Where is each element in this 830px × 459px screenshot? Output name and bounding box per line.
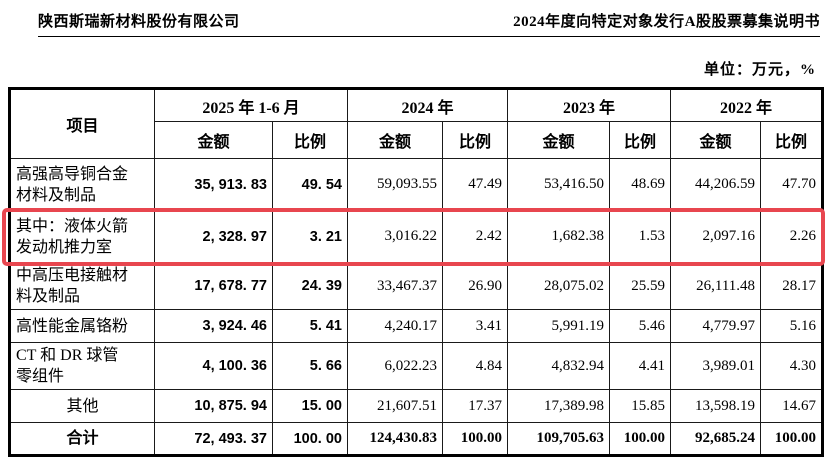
cell-ratio: 4.84 [441, 342, 509, 390]
cell-amount: 28,075.02 [507, 262, 611, 310]
cell-ratio: 1.53 [609, 210, 672, 263]
cell-amount: 5,991.19 [507, 309, 611, 343]
cell-amount: 3, 924. 46 [154, 309, 273, 343]
cell-ratio: 4.41 [609, 342, 672, 390]
col-header-2024: 2024 年 [346, 88, 509, 122]
table-row-total: 合计 72, 493. 37 100. 00 124,430.83 100.00… [9, 422, 824, 456]
cell-amount: 4,832.94 [507, 342, 611, 390]
cell-amount: 124,430.83 [347, 422, 443, 456]
cell-amount: 33,467.37 [347, 262, 443, 310]
cell-amount: 13,598.19 [670, 389, 762, 423]
subheader-ratio-2022: 比例 [760, 121, 824, 159]
cell-amount: 4,779.97 [670, 309, 762, 343]
subheader-ratio-2025: 比例 [272, 121, 348, 159]
cell-ratio: 49. 54 [272, 158, 348, 211]
cell-amount: 21,607.51 [347, 389, 443, 423]
subheader-ratio-2023: 比例 [609, 121, 672, 159]
cell-amount: 1,682.38 [507, 210, 611, 263]
subheader-amount-2025: 金额 [154, 121, 273, 159]
subheader-amount-2023: 金额 [507, 121, 611, 159]
cell-ratio: 100. 00 [272, 422, 348, 456]
cell-amount: 72, 493. 37 [154, 422, 273, 456]
cell-ratio: 24. 39 [272, 262, 348, 310]
cell-amount: 59,093.55 [347, 158, 443, 211]
cell-item: 合计 [9, 422, 155, 456]
header-row-sub: 金额 比例 金额 比例 金额 比例 金额 比例 [10, 121, 824, 159]
header-row-years: 项目 2025 年 1-6 月 2024 年 2023 年 2022 年 [9, 88, 824, 159]
table-row-highlighted: 其中：液体火箭发动机推力室 2, 328. 97 3. 21 3,016.22 … [9, 210, 824, 263]
cell-ratio: 3.41 [441, 309, 509, 343]
cell-ratio: 47.49 [441, 158, 509, 211]
cell-amount: 92,685.24 [670, 422, 762, 456]
col-header-2023: 2023 年 [507, 88, 672, 122]
subheader-amount-2024: 金额 [347, 121, 443, 159]
subheader-ratio-2024: 比例 [441, 121, 509, 159]
table-row: 高性能金属铬粉 3, 924. 46 5. 41 4,240.17 3.41 5… [9, 309, 824, 343]
cell-amount: 2, 328. 97 [154, 210, 273, 263]
revenue-table: 项目 2025 年 1-6 月 2024 年 2023 年 2022 年 金额 … [8, 87, 825, 457]
cell-amount: 35, 913. 83 [154, 158, 273, 211]
cell-item: CT 和 DR 球管零组件 [9, 342, 155, 390]
cell-ratio: 5.16 [760, 309, 824, 343]
cell-amount: 2,097.16 [670, 210, 762, 263]
cell-ratio: 15.85 [609, 389, 672, 423]
cell-ratio: 5. 41 [272, 309, 348, 343]
cell-ratio: 28.17 [760, 262, 824, 310]
cell-amount: 4, 100. 36 [154, 342, 273, 390]
col-header-2022: 2022 年 [670, 88, 824, 122]
cell-amount: 26,111.48 [670, 262, 762, 310]
table-row: 中高压电接触材料及制品 17, 678. 77 24. 39 33,467.37… [9, 262, 824, 310]
running-header: 陕西斯瑞新材料股份有限公司 2024年度向特定对象发行A股股票募集说明书 [38, 10, 820, 37]
cell-item: 其中：液体火箭发动机推力室 [9, 210, 155, 263]
cell-amount: 17,389.98 [507, 389, 611, 423]
company-name: 陕西斯瑞新材料股份有限公司 [38, 14, 240, 30]
cell-amount: 4,240.17 [347, 309, 443, 343]
cell-ratio: 14.67 [760, 389, 824, 423]
col-header-2025: 2025 年 1-6 月 [154, 88, 348, 122]
cell-amount: 44,206.59 [670, 158, 762, 211]
cell-amount: 53,416.50 [507, 158, 611, 211]
cell-amount: 17, 678. 77 [154, 262, 273, 310]
cell-ratio: 17.37 [441, 389, 509, 423]
cell-ratio: 48.69 [609, 158, 672, 211]
cell-ratio: 15. 00 [272, 389, 348, 423]
cell-ratio: 47.70 [760, 158, 824, 211]
cell-item: 其他 [9, 389, 155, 423]
cell-item: 高性能金属铬粉 [9, 309, 155, 343]
unit-note: 单位：万元，% [703, 62, 816, 78]
cell-ratio: 4.30 [760, 342, 824, 390]
cell-ratio: 3. 21 [272, 210, 348, 263]
cell-amount: 10, 875. 94 [154, 389, 273, 423]
cell-ratio: 26.90 [441, 262, 509, 310]
table-row: CT 和 DR 球管零组件 4, 100. 36 5. 66 6,022.23 … [9, 342, 824, 390]
cell-ratio: 5. 66 [272, 342, 348, 390]
cell-ratio: 100.00 [760, 422, 824, 456]
cell-amount: 109,705.63 [507, 422, 611, 456]
col-header-item: 项目 [9, 88, 155, 159]
table-row: 高强高导铜合金材料及制品 35, 913. 83 49. 54 59,093.5… [9, 158, 824, 211]
cell-item: 中高压电接触材料及制品 [9, 262, 155, 310]
subheader-amount-2022: 金额 [670, 121, 762, 159]
document-title: 2024年度向特定对象发行A股股票募集说明书 [513, 14, 820, 30]
cell-ratio: 2.42 [441, 210, 509, 263]
table-row: 其他 10, 875. 94 15. 00 21,607.51 17.37 17… [9, 389, 824, 423]
cell-ratio: 5.46 [609, 309, 672, 343]
cell-ratio: 100.00 [609, 422, 672, 456]
cell-amount: 6,022.23 [347, 342, 443, 390]
cell-amount: 3,989.01 [670, 342, 762, 390]
cell-item: 高强高导铜合金材料及制品 [9, 158, 155, 211]
cell-amount: 3,016.22 [347, 210, 443, 263]
cell-ratio: 25.59 [609, 262, 672, 310]
cell-ratio: 100.00 [441, 422, 509, 456]
cell-ratio: 2.26 [760, 210, 824, 263]
